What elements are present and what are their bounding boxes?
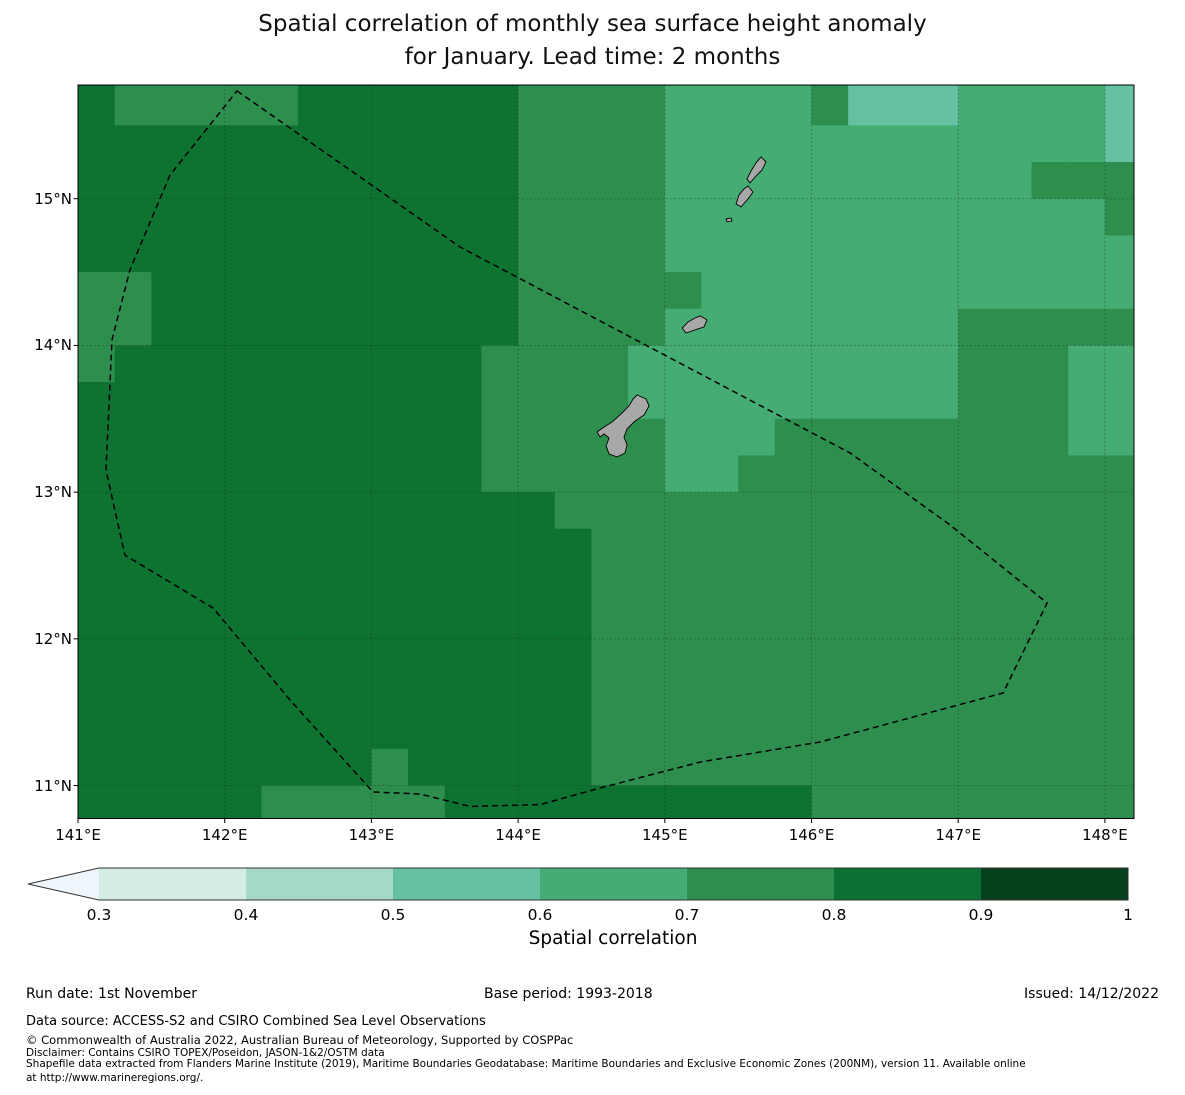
colorbar-segment-0 [99, 868, 247, 900]
island-aguijan [725, 217, 733, 223]
copyright-text: © Commonwealth of Australia 2022, Austra… [26, 1033, 574, 1047]
colorbar-segment-2 [393, 868, 541, 900]
colorbar-outline [27, 867, 1129, 901]
shapefile-attribution-line2: at http://www.marineregions.org/. [26, 1071, 204, 1084]
colorbar-segment-6 [981, 868, 1129, 900]
colorbar-tick-0.7: 0.7 [674, 906, 700, 924]
y-tick-15°N: 15°N [34, 189, 72, 208]
island-saipan [746, 156, 767, 184]
base-period-text: Base period: 1993-2018 [484, 986, 653, 1002]
graticule-gridlines [78, 85, 1134, 819]
colorbar-axis-label: Spatial correlation [528, 928, 698, 949]
colorbar-tick-0.6: 0.6 [527, 906, 553, 924]
colorbar-segment-1 [246, 868, 394, 900]
island-tinian [735, 185, 754, 208]
colorbar-tick-0.3: 0.3 [86, 906, 112, 924]
x-tick-142°E: 142°E [201, 826, 248, 844]
colorbar-segment-4 [687, 868, 835, 900]
chart-title-line2: for January. Lead time: 2 months [404, 44, 781, 70]
colorbar-tick-0.5: 0.5 [380, 906, 406, 924]
colorbar-segment-3 [540, 868, 688, 900]
x-tick-147°E: 147°E [935, 826, 981, 844]
colorbar-segment-5 [834, 868, 982, 900]
x-tick-145°E: 145°E [641, 826, 688, 844]
colorbar-tick-0.9: 0.9 [968, 906, 994, 924]
x-tick-144°E: 144°E [495, 826, 541, 844]
colorbar-tick-1: 1 [1123, 906, 1133, 924]
map-frame [77, 84, 1135, 819]
y-tick-12°N: 12°N [34, 629, 72, 648]
disclaimer-text: Disclaimer: Contains CSIRO TOPEX/Poseido… [26, 1046, 385, 1059]
x-tick-146°E: 146°E [788, 826, 835, 844]
colorbar-tick-0.8: 0.8 [821, 906, 847, 924]
data-source-text: Data source: ACCESS-S2 and CSIRO Combine… [26, 1014, 486, 1029]
y-tick-13°N: 13°N [34, 483, 72, 502]
colorbar-tick-0.4: 0.4 [233, 906, 259, 924]
x-tick-141°E: 141°E [55, 826, 101, 844]
island-rota [681, 315, 708, 334]
colorbar-under-arrow [28, 868, 99, 900]
colorbar [27, 867, 1129, 901]
y-tick-14°N: 14°N [34, 336, 72, 355]
x-tick-148°E: 148°E [1082, 826, 1128, 844]
issued-date-text: Issued: 14/12/2022 [1024, 986, 1159, 1002]
run-date-text: Run date: 1st November [26, 986, 198, 1002]
shapefile-attribution-line1: Shapefile data extracted from Flanders M… [26, 1058, 1026, 1070]
correlation-map [73, 84, 1135, 823]
chart-title-line1: Spatial correlation of monthly sea surfa… [258, 11, 927, 37]
grid-cells [78, 85, 1134, 819]
x-tick-143°E: 143°E [348, 826, 395, 844]
y-tick-11°N: 11°N [34, 776, 72, 795]
island-guam [596, 394, 650, 458]
axis-tick-marks [73, 198, 1106, 823]
islands-guam-marianas [596, 156, 767, 458]
